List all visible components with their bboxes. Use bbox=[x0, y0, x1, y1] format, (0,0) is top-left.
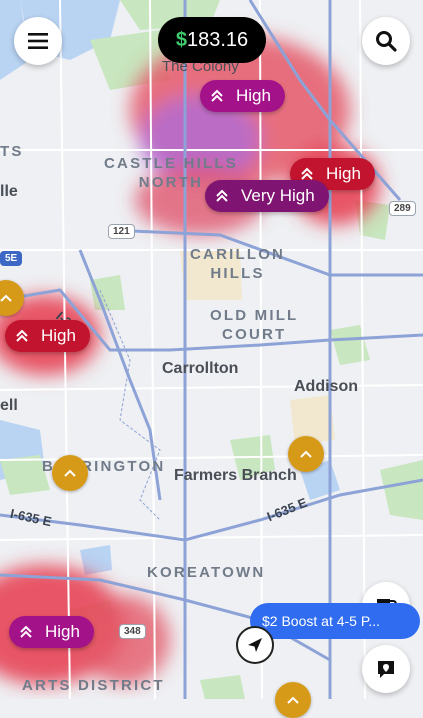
district-castle-hills-north: CASTLE HILLS NORTH bbox=[104, 155, 238, 191]
surge-pill-high-top[interactable]: High bbox=[200, 80, 285, 112]
district-old-mill-court: OLD MILL COURT bbox=[210, 307, 299, 343]
district-carillon-hills: CARILLON HILLS bbox=[190, 246, 286, 282]
route-shield-35e: 5E bbox=[0, 251, 23, 266]
earnings-currency: $ bbox=[175, 28, 187, 51]
double-chevron-up-icon bbox=[215, 189, 229, 203]
map-pin-report-icon bbox=[378, 661, 394, 678]
search-icon bbox=[376, 31, 397, 52]
chevron-up-icon bbox=[287, 696, 299, 704]
city-farmers-branch: Farmers Branch bbox=[174, 467, 297, 484]
boost-text: $2 Boost at 4-5 P... bbox=[262, 613, 381, 629]
double-chevron-up-icon bbox=[19, 625, 33, 639]
surge-pill-high-left[interactable]: High bbox=[5, 320, 90, 352]
promo-marker-barrington[interactable] bbox=[52, 455, 88, 491]
recenter-button[interactable] bbox=[236, 626, 274, 664]
double-chevron-up-icon bbox=[210, 89, 224, 103]
surge-label: High bbox=[45, 622, 80, 641]
district-koreatown: KOREATOWN bbox=[147, 564, 266, 581]
menu-button[interactable] bbox=[14, 17, 62, 65]
district-edge-ts: TS bbox=[0, 143, 24, 160]
city-carrollton: Carrollton bbox=[162, 360, 239, 377]
earnings-pill[interactable]: $183.16 bbox=[158, 17, 266, 63]
chevron-up-icon bbox=[0, 294, 12, 302]
navigation-arrow-icon bbox=[248, 638, 262, 652]
boost-banner[interactable]: $2 Boost at 4-5 P... bbox=[250, 603, 420, 639]
county-boundary bbox=[99, 289, 161, 521]
chevron-up-icon bbox=[300, 450, 312, 458]
surge-label: Very High bbox=[241, 186, 315, 205]
surge-label: High bbox=[41, 326, 76, 345]
surge-pill-high-bottom[interactable]: High bbox=[9, 616, 94, 648]
double-chevron-up-icon bbox=[15, 329, 29, 343]
surge-pill-very-high[interactable]: Very High bbox=[205, 180, 329, 212]
promo-marker-addison[interactable] bbox=[288, 436, 324, 472]
route-shield-289: 289 bbox=[389, 201, 416, 216]
city-edge-lle: lle bbox=[0, 183, 18, 200]
district-arts: ARTS DISTRICT bbox=[22, 677, 165, 694]
city-edge-ell: ell bbox=[0, 397, 18, 414]
report-button[interactable] bbox=[362, 645, 410, 693]
commercial-areas bbox=[180, 248, 335, 445]
search-button[interactable] bbox=[362, 17, 410, 65]
promo-marker-bottom[interactable] bbox=[275, 682, 311, 718]
city-addison: Addison bbox=[294, 378, 358, 395]
menu-icon bbox=[28, 33, 48, 49]
route-shield-348: 348 bbox=[119, 624, 146, 639]
earnings-amount: 183.16 bbox=[186, 28, 249, 51]
route-shield-121: 121 bbox=[108, 224, 135, 239]
surge-label: High bbox=[326, 164, 361, 183]
minor-roads bbox=[0, 0, 423, 699]
surge-label: High bbox=[236, 86, 271, 105]
double-chevron-up-icon bbox=[300, 167, 314, 181]
map-canvas[interactable] bbox=[0, 0, 423, 699]
chevron-up-icon bbox=[64, 469, 76, 477]
